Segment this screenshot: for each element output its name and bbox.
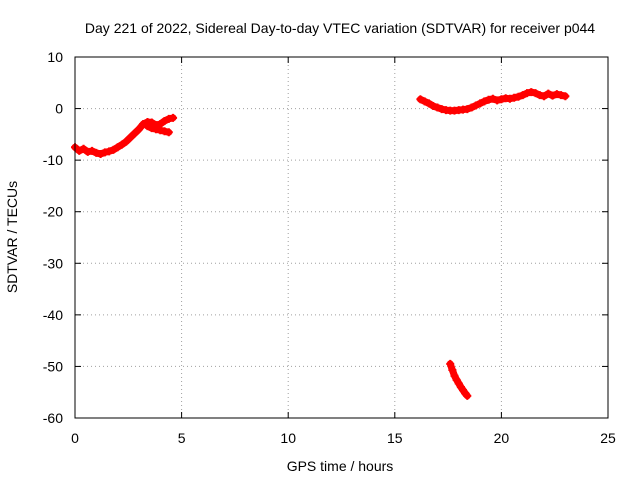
data-point — [463, 105, 472, 114]
series-segment-1 — [71, 113, 178, 158]
data-point — [105, 147, 114, 156]
data-point — [160, 116, 169, 125]
plot-frame — [74, 56, 609, 419]
data-point — [152, 125, 161, 134]
data-point — [510, 93, 519, 102]
data-point — [450, 371, 459, 380]
data-point — [143, 122, 152, 131]
data-point — [429, 101, 438, 110]
data-points — [71, 88, 570, 400]
data-point — [557, 91, 566, 100]
y-tick-label: -50 — [43, 358, 63, 374]
chart-title: Day 221 of 2022, Sidereal Day-to-day VTE… — [85, 20, 595, 36]
x-tick-label: 10 — [280, 430, 296, 446]
data-point — [416, 95, 425, 104]
y-tick-label: -20 — [43, 204, 63, 220]
series-segment-3 — [446, 359, 472, 400]
data-point — [448, 366, 457, 375]
grid-lines — [75, 57, 608, 418]
data-point — [109, 145, 118, 154]
x-tick-label: 0 — [71, 430, 79, 446]
data-point — [531, 89, 540, 98]
y-tick-label: 10 — [47, 49, 63, 65]
y-tick-label: 0 — [55, 101, 63, 117]
data-point — [527, 88, 536, 97]
data-point — [160, 127, 169, 136]
data-point — [164, 128, 173, 137]
x-axis-label: GPS time / hours — [287, 458, 394, 474]
x-tick-label: 15 — [387, 430, 403, 446]
data-point — [147, 124, 156, 133]
data-point — [467, 103, 476, 112]
data-point — [518, 91, 527, 100]
y-axis-label: SDTVAR / TECUs — [4, 181, 20, 293]
series-segment-2 — [416, 88, 570, 115]
data-point — [92, 148, 101, 157]
data-point — [497, 95, 506, 104]
data-point — [480, 97, 489, 106]
data-point — [476, 99, 485, 108]
x-tick-label: 20 — [494, 430, 510, 446]
data-point — [433, 103, 442, 112]
data-point — [75, 146, 84, 155]
data-point — [100, 148, 109, 157]
data-point — [122, 137, 131, 146]
data-point — [522, 89, 531, 98]
y-tick-label: -10 — [43, 152, 63, 168]
data-point — [96, 149, 105, 158]
data-point — [156, 126, 165, 135]
data-point — [488, 94, 497, 103]
y-tick-label: -30 — [43, 255, 63, 271]
y-axis-ticks: -60 -50 -40 -30 -20 -10 0 10 — [43, 49, 608, 426]
data-point — [463, 391, 472, 400]
data-point — [117, 140, 126, 149]
x-tick-label: 25 — [600, 430, 616, 446]
data-point — [540, 92, 549, 101]
data-point — [484, 95, 493, 104]
data-point — [544, 89, 553, 98]
y-tick-label: -40 — [43, 307, 63, 323]
data-point — [505, 94, 514, 103]
data-point — [493, 96, 502, 105]
x-tick-label: 5 — [178, 430, 186, 446]
x-axis-ticks: 0 5 10 15 20 25 — [71, 57, 616, 446]
data-point — [446, 359, 455, 368]
data-point — [420, 97, 429, 106]
data-point — [471, 101, 480, 110]
data-point — [83, 147, 92, 156]
data-point — [169, 113, 178, 122]
data-point — [113, 143, 122, 152]
data-point — [88, 146, 97, 155]
data-point — [514, 92, 523, 101]
y-tick-label: -60 — [43, 410, 63, 426]
series-segment-1-tail — [143, 122, 173, 137]
data-point — [130, 129, 139, 138]
data-point — [535, 91, 544, 100]
data-point — [79, 144, 88, 153]
data-point — [134, 125, 143, 134]
data-point — [437, 105, 446, 114]
data-point — [548, 91, 557, 100]
data-point — [126, 133, 135, 142]
data-point — [552, 90, 561, 99]
data-point — [164, 114, 173, 123]
data-point — [561, 92, 570, 101]
data-point — [424, 99, 433, 108]
